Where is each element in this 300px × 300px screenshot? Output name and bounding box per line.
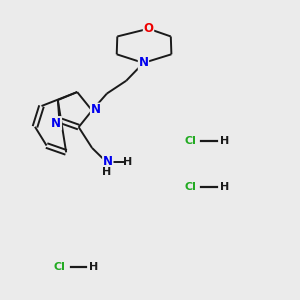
Text: H: H [220,182,229,192]
Text: Cl: Cl [184,182,196,192]
Text: N: N [139,56,148,69]
Text: H: H [123,157,133,166]
Text: H: H [89,262,98,272]
Text: H: H [220,136,229,146]
Text: Cl: Cl [184,136,196,146]
Text: N: N [91,103,100,116]
Text: O: O [143,22,154,35]
Text: H: H [102,167,112,177]
Text: N: N [51,117,62,130]
Text: N: N [103,155,113,168]
Text: Cl: Cl [53,262,65,272]
